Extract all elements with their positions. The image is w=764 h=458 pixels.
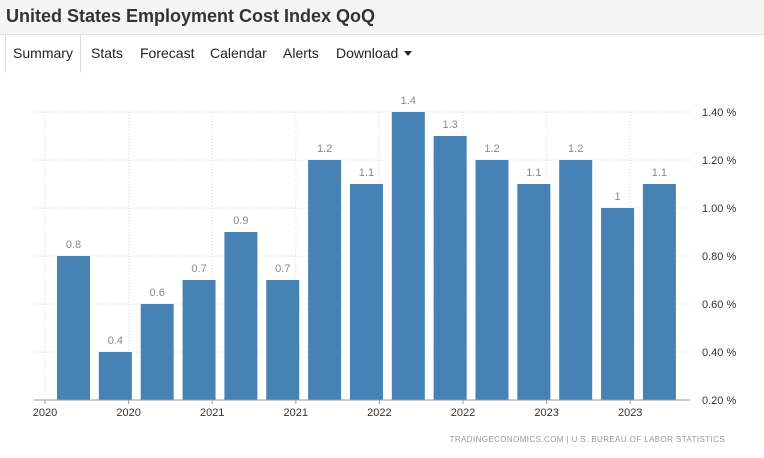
tab-bar: Summary Stats Forecast Calendar Alerts D… [0,34,764,74]
bar[interactable] [642,184,676,400]
bar[interactable] [517,184,551,400]
tab-summary[interactable]: Summary [5,35,81,73]
y-tick-label: 1.20 % [702,155,736,167]
bar[interactable] [224,232,258,400]
bar[interactable] [475,160,509,400]
page-title: United States Employment Cost Index QoQ [0,0,764,34]
y-tick-label: 0.20 % [702,395,736,407]
bar[interactable] [57,256,90,400]
bar-value-label: 1.2 [568,143,583,155]
bar-value-label: 0.7 [275,263,290,275]
bar-value-label: 0.7 [191,263,206,275]
x-tick-label: 2020 [116,407,140,419]
bar[interactable] [391,112,425,400]
bar-value-label: 0.4 [108,335,123,347]
bar[interactable] [433,136,467,400]
bar-value-label: 1.3 [443,119,458,131]
y-tick-label: 1.00 % [702,203,736,215]
x-tick-label: 2023 [618,407,642,419]
bar[interactable] [349,184,383,400]
bar-value-label: 1.1 [652,167,667,179]
bar-value-label: 1 [614,191,620,203]
x-tick-label: 2020 [33,407,57,419]
bar[interactable] [140,304,174,400]
bar-chart: 0.8 0.4 0.6 0.7 0.9 0.7 1.2 1.1 1.4 1.3 1.2 1.1 1.2 1… [33,95,737,444]
x-tick-label: 2021 [200,407,224,419]
bar[interactable] [266,280,300,400]
bar-value-label: 1.1 [526,167,541,179]
bar-value-label: 1.4 [401,95,416,107]
tab-download[interactable]: Download [336,35,413,73]
y-tick-label: 1.40 % [702,107,736,119]
caret-down-icon [404,50,413,56]
tab-forecast[interactable]: Forecast [140,45,195,61]
y-tick-label: 0.80 % [702,251,736,263]
x-tick-label: 2022 [451,407,475,419]
chart-panel: 0.8 0.4 0.6 0.7 0.9 0.7 1.2 1.1 1.4 1.3 1.2 1.1 1.2 1… [0,73,764,458]
bar[interactable] [559,160,593,400]
x-tick-label: 2023 [534,407,558,419]
tab-calendar[interactable]: Calendar [210,45,267,61]
bar-value-label: 0.6 [150,287,165,299]
y-tick-label: 0.60 % [702,299,736,311]
bar-value-label: 1.1 [359,167,374,179]
source-note: TRADINGECONOMICS.COM | U.S. BUREAU OF LA… [450,435,725,444]
bar[interactable] [98,352,132,400]
y-tick-label: 0.40 % [702,347,736,359]
bar[interactable] [601,208,635,400]
x-tick-label: 2022 [367,407,391,419]
bar[interactable] [182,280,216,400]
bar-value-label: 0.9 [233,215,248,227]
tab-alerts[interactable]: Alerts [283,45,319,61]
bar-value-label: 0.8 [66,239,81,251]
bar[interactable] [308,160,342,400]
tab-stats[interactable]: Stats [91,45,123,61]
bar-value-label: 1.2 [484,143,499,155]
tab-download-label: Download [336,45,399,61]
bar-value-label: 1.2 [317,143,332,155]
x-tick-label: 2021 [284,407,308,419]
